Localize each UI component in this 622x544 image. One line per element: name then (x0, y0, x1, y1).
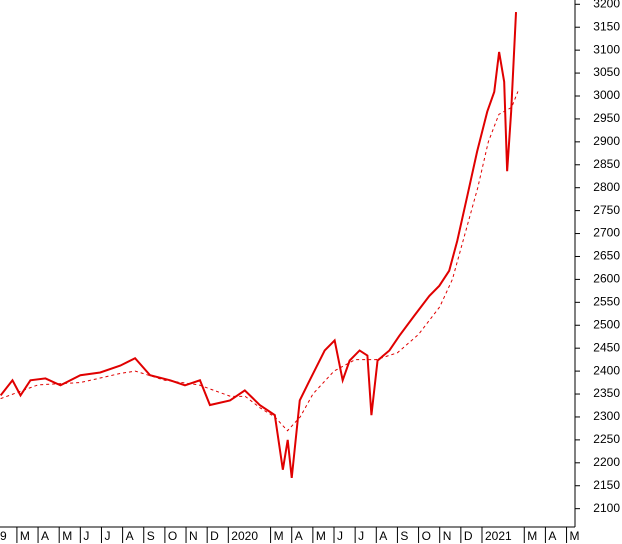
x-tick-label: J (358, 529, 364, 543)
x-tick-label: M (316, 529, 326, 543)
y-tick-label: 2700 (593, 226, 620, 240)
x-tick-label: M (527, 529, 537, 543)
y-tick-label: 2150 (593, 478, 620, 492)
series-line (0, 12, 518, 479)
y-tick-label: 3100 (593, 42, 620, 56)
x-tick-label: 2020 (231, 529, 258, 543)
x-tick-label: A (548, 529, 556, 543)
x-tick-label: A (295, 529, 303, 543)
y-tick-label: 2400 (593, 363, 620, 377)
y-tick-label: 2650 (593, 249, 620, 263)
x-tick-label: J (83, 529, 89, 543)
x-tick-label: M (62, 529, 72, 543)
x-tick-label: M (20, 529, 30, 543)
y-tick-label: 2300 (593, 409, 620, 423)
y-tick-label: 2900 (593, 134, 620, 148)
x-tick-label: M (570, 529, 580, 543)
x-tick-label: 9 (0, 529, 7, 543)
x-tick-label: J (337, 529, 343, 543)
y-tick-label: 2450 (593, 340, 620, 354)
y-tick-label: 3150 (593, 19, 620, 33)
x-tick-label: S (147, 529, 155, 543)
y-tick-label: 2100 (593, 501, 620, 515)
x-tick-label: A (41, 529, 49, 543)
x-tick-label: S (400, 529, 408, 543)
x-tick-label: O (168, 529, 177, 543)
y-tick-label: 2500 (593, 317, 620, 331)
x-tick-label: O (422, 529, 431, 543)
x-tick-label: D (464, 529, 473, 543)
y-tick-label: 2550 (593, 294, 620, 308)
y-tick-label: 2600 (593, 272, 620, 286)
y-tick-label: 3200 (593, 0, 620, 10)
x-tick-label: A (126, 529, 134, 543)
x-tick-label: J (104, 529, 110, 543)
y-tick-label: 2950 (593, 111, 620, 125)
y-tick-label: 3000 (593, 88, 620, 102)
x-tick-label: N (443, 529, 452, 543)
y-tick-label: 3050 (593, 65, 620, 79)
x-tick-label: A (379, 529, 387, 543)
y-tick-label: 2250 (593, 432, 620, 446)
x-tick-label: 2021 (485, 529, 512, 543)
x-tick-label: M (274, 529, 284, 543)
y-tick-label: 2850 (593, 157, 620, 171)
y-tick-label: 2800 (593, 180, 620, 194)
y-tick-label: 2200 (593, 455, 620, 469)
x-tick-label: N (189, 529, 198, 543)
y-tick-label: 2750 (593, 203, 620, 217)
y-tick-label: 2350 (593, 386, 620, 400)
x-tick-label: D (210, 529, 219, 543)
